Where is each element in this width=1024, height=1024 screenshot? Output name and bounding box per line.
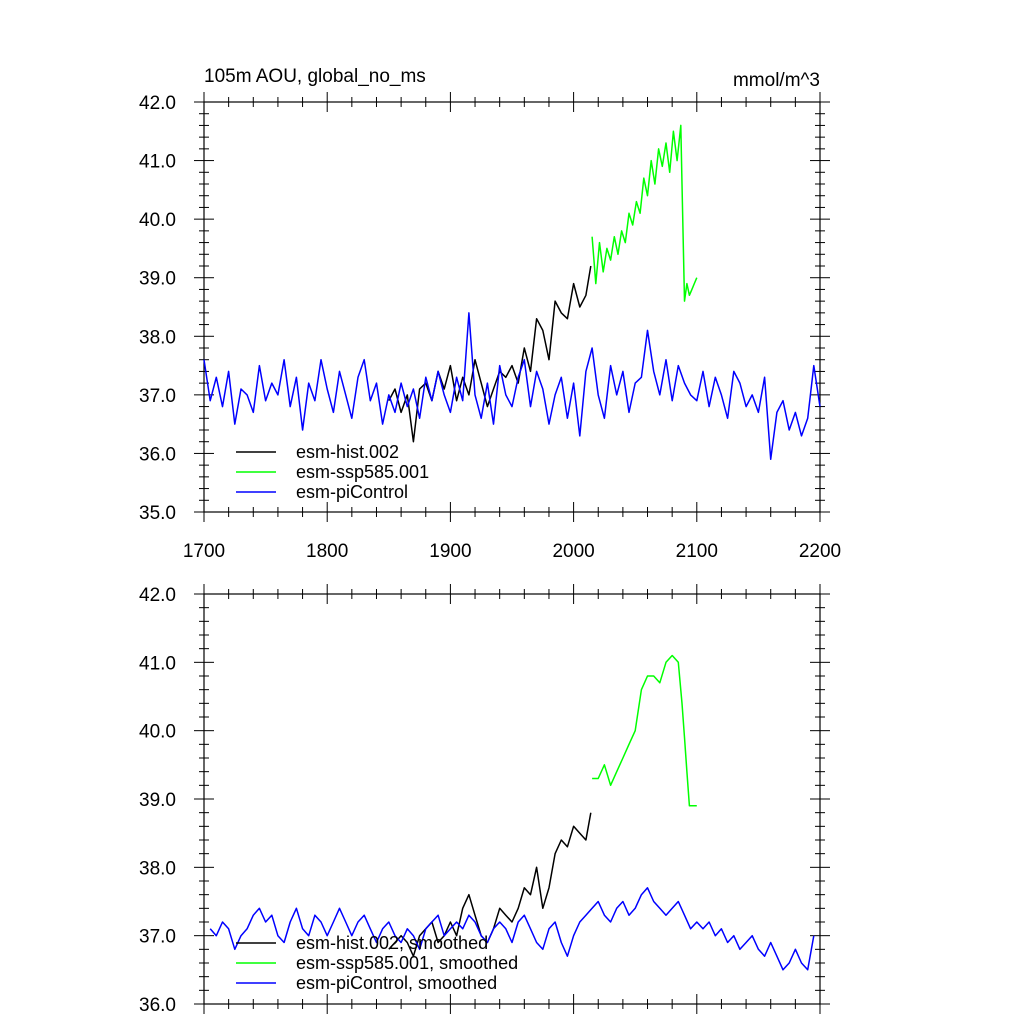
y-tick-label: 41.0 bbox=[139, 653, 176, 674]
series-line bbox=[203, 312, 821, 461]
series-lines bbox=[209, 654, 815, 971]
y-tick-label: 35.0 bbox=[139, 503, 176, 524]
plot-frame bbox=[203, 101, 821, 513]
series-lines bbox=[203, 124, 821, 461]
series-line bbox=[592, 654, 697, 807]
y-tick-label: 38.0 bbox=[139, 858, 176, 879]
x-tick-label: 2200 bbox=[799, 541, 841, 562]
y-tick-label: 38.0 bbox=[139, 327, 176, 348]
bottom-panel: 36.0 37.0 38.0 39.0 40.0 41.0 42.0 esm-hist.00… bbox=[139, 584, 830, 1016]
legend-label: esm-hist.002, smoothed bbox=[296, 933, 488, 953]
axis-ticks: 36.0 37.0 38.0 39.0 40.0 41.0 42.0 bbox=[139, 584, 830, 1016]
x-tick-label: 2000 bbox=[552, 541, 594, 562]
series-line bbox=[209, 887, 815, 971]
y-tick-label: 42.0 bbox=[139, 93, 176, 114]
y-tick-label: 36.0 bbox=[139, 995, 176, 1016]
y-tick-label: 39.0 bbox=[139, 790, 176, 811]
x-tick-label: 1700 bbox=[183, 541, 225, 562]
y-tick-label: 40.0 bbox=[139, 210, 176, 231]
legend-label: esm-ssp585.001 bbox=[296, 462, 429, 482]
y-tick-label: 37.0 bbox=[139, 386, 176, 407]
legend-label: esm-hist.002 bbox=[296, 442, 399, 462]
series-line bbox=[388, 265, 592, 443]
legend-label: esm-ssp585.001, smoothed bbox=[296, 953, 518, 973]
x-tick-label: 2100 bbox=[676, 541, 718, 562]
x-tick-label: 1800 bbox=[306, 541, 348, 562]
x-tick-label: 1900 bbox=[429, 541, 471, 562]
axis-ticks: 1700 1800 1900 2000 2100 2200 35.0 36.0 37.0 38.0… bbox=[139, 92, 841, 562]
legend-label: esm-piControl, smoothed bbox=[296, 973, 497, 993]
y-tick-label: 36.0 bbox=[139, 444, 176, 465]
y-tick-label: 42.0 bbox=[139, 585, 176, 606]
chart-units: mmol/m^3 bbox=[733, 70, 820, 91]
top-panel: 105m AOU, global_no_ms mmol/m^3 1700 1800… bbox=[139, 66, 841, 562]
y-tick-label: 40.0 bbox=[139, 722, 176, 743]
series-line bbox=[591, 124, 698, 302]
y-tick-label: 39.0 bbox=[139, 269, 176, 290]
legend-label: esm-piControl bbox=[296, 482, 408, 502]
y-tick-label: 37.0 bbox=[139, 927, 176, 948]
y-tick-label: 41.0 bbox=[139, 152, 176, 173]
chart-title: 105m AOU, global_no_ms bbox=[204, 66, 426, 87]
